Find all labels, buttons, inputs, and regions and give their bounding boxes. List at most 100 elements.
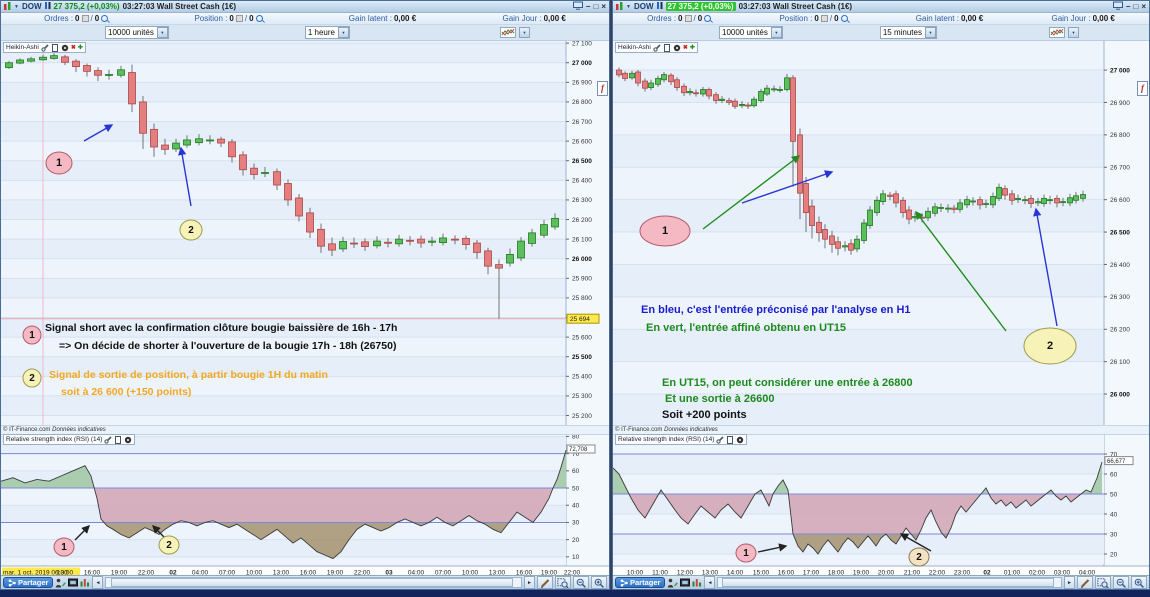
close-button[interactable]: × bbox=[601, 1, 606, 11]
copy-icon[interactable] bbox=[663, 43, 671, 52]
timeframe-select[interactable]: 1 heure ▼ bbox=[304, 26, 350, 39]
chart-window-ut15: ▼ DOW 27 375,2 (+0,03%) 03:27:03 Wall St… bbox=[612, 0, 1150, 590]
wrench-icon[interactable] bbox=[104, 435, 113, 444]
stream-toggle-icon[interactable] bbox=[44, 2, 51, 11]
annotation-ellipse bbox=[53, 537, 75, 557]
share-button[interactable]: Partager bbox=[3, 577, 54, 588]
window-title-bar[interactable]: ▼ DOW 27 375,2 (+0,03%) 03:27:03 Wall St… bbox=[1, 1, 609, 13]
rsi-tick-label: 70 bbox=[572, 451, 580, 458]
orders-list-icon[interactable] bbox=[684, 15, 692, 22]
scroll-left-button[interactable]: ◄ bbox=[92, 576, 104, 589]
calendar-f-icon[interactable]: f bbox=[597, 81, 608, 96]
candle bbox=[128, 72, 136, 105]
rsi-label-chip[interactable]: Relative strength index (RSI) (14) bbox=[3, 434, 136, 445]
scroll-left-button[interactable]: ◄ bbox=[704, 576, 716, 589]
share-button[interactable]: Partager bbox=[615, 577, 666, 588]
price-tick-label: 26 400 bbox=[572, 178, 592, 185]
rsi-label-chip[interactable]: Relative strength index (RSI) (14) bbox=[615, 434, 748, 445]
chart-edit-icon[interactable] bbox=[537, 576, 553, 589]
copy-icon[interactable] bbox=[114, 435, 122, 444]
maximize-button[interactable]: □ bbox=[1133, 1, 1139, 11]
dropdown-arrow-icon[interactable]: ▼ bbox=[924, 27, 936, 38]
gear-icon[interactable] bbox=[61, 44, 69, 52]
bars-icon[interactable] bbox=[80, 578, 90, 587]
gear-icon[interactable] bbox=[673, 44, 681, 52]
zoom-out-button[interactable] bbox=[573, 576, 589, 589]
bars-icon[interactable] bbox=[692, 578, 702, 587]
trader-icon[interactable] bbox=[55, 578, 66, 588]
scrollbar-thumb[interactable] bbox=[721, 578, 1055, 587]
chart-edit-icon[interactable] bbox=[1077, 576, 1093, 589]
dropdown-arrow-icon[interactable]: ▼ bbox=[156, 27, 168, 38]
annotation-note: Et une sortie à 26600 bbox=[665, 393, 774, 405]
search-icon[interactable] bbox=[101, 15, 109, 22]
add-indicator-icon[interactable]: ✚ bbox=[77, 45, 83, 51]
minimize-button[interactable]: – bbox=[1126, 1, 1131, 11]
price-axis[interactable] bbox=[1104, 41, 1149, 566]
calendar-f-icon[interactable]: f bbox=[1137, 81, 1148, 96]
window-title-bar[interactable]: ▼ DOW 27 375,2 (+0,03%) 03:27:03 Wall St… bbox=[613, 1, 1149, 13]
chart-plot-area[interactable] bbox=[613, 41, 1104, 426]
scroll-right-button[interactable]: ► bbox=[1064, 576, 1075, 589]
chart-band bbox=[613, 199, 1104, 233]
rsi-current-label: 72,708 bbox=[569, 447, 588, 453]
dropdown-arrow-icon[interactable]: ▼ bbox=[337, 27, 349, 38]
copy-icon[interactable] bbox=[51, 43, 59, 52]
symbol-dropdown-icon[interactable]: ▼ bbox=[626, 3, 631, 10]
symbol-dropdown-icon[interactable]: ▼ bbox=[14, 3, 19, 10]
zoom-in-button[interactable] bbox=[591, 576, 607, 589]
scroll-right-button[interactable]: ► bbox=[524, 576, 535, 589]
position-list-icon[interactable] bbox=[820, 15, 828, 22]
maximize-button[interactable]: □ bbox=[593, 1, 599, 11]
horizontal-scrollbar[interactable] bbox=[717, 577, 1062, 588]
rsi-plot-area[interactable] bbox=[1, 433, 566, 565]
minimize-button[interactable]: – bbox=[586, 1, 591, 11]
detach-window-icon[interactable] bbox=[573, 1, 584, 13]
search-icon[interactable] bbox=[840, 15, 848, 22]
dropdown-arrow-icon[interactable]: ▼ bbox=[770, 27, 782, 38]
wrench-icon[interactable] bbox=[653, 43, 661, 52]
price-axis[interactable] bbox=[566, 41, 609, 566]
indicator-label-chip[interactable]: Heikin-Ashi ✖ ✚ bbox=[615, 42, 698, 53]
zoom-in-button[interactable] bbox=[1131, 576, 1147, 589]
dropdown-arrow-icon[interactable]: ▼ bbox=[518, 27, 530, 38]
remove-indicator-icon[interactable]: ✖ bbox=[682, 45, 688, 51]
indicator-label-chip[interactable]: Heikin-Ashi ✖ ✚ bbox=[3, 42, 86, 53]
candle bbox=[27, 58, 35, 62]
chart-band bbox=[613, 264, 1104, 297]
scrollbar-thumb[interactable] bbox=[110, 578, 513, 587]
search-icon[interactable] bbox=[255, 15, 263, 22]
add-indicator-icon[interactable]: ✚ bbox=[689, 45, 695, 51]
annotation-arrow bbox=[757, 543, 788, 553]
chart-type-button[interactable]: ▼ bbox=[499, 27, 530, 38]
rsi-band bbox=[613, 494, 1104, 514]
trader-icon[interactable] bbox=[667, 578, 678, 588]
quantity-select[interactable]: 10000 unités ▼ bbox=[105, 26, 169, 39]
zoom-selection-icon[interactable] bbox=[1095, 576, 1111, 589]
chart-type-button[interactable]: ▼ bbox=[1048, 27, 1079, 38]
wrench-icon[interactable] bbox=[41, 43, 49, 52]
remove-indicator-icon[interactable]: ✖ bbox=[70, 45, 76, 51]
detach-window-icon[interactable] bbox=[1113, 1, 1124, 13]
zoom-selection-icon[interactable] bbox=[555, 576, 571, 589]
horizontal-scrollbar[interactable] bbox=[105, 577, 522, 588]
copy-icon[interactable] bbox=[726, 435, 734, 444]
gear-icon[interactable] bbox=[124, 436, 132, 444]
dropdown-arrow-icon[interactable]: ▼ bbox=[1067, 27, 1079, 38]
search-icon[interactable] bbox=[704, 15, 712, 22]
orders-list-icon[interactable] bbox=[81, 15, 89, 22]
timeframe-select[interactable]: 15 minutes ▼ bbox=[879, 26, 937, 39]
stream-toggle-icon[interactable] bbox=[656, 2, 663, 11]
snapshot-icon[interactable] bbox=[680, 578, 691, 587]
wrench-icon[interactable] bbox=[716, 435, 725, 444]
candle bbox=[451, 238, 459, 241]
close-button[interactable]: × bbox=[1141, 1, 1146, 11]
candle bbox=[61, 56, 69, 63]
rsi-plot-area[interactable] bbox=[613, 434, 1104, 564]
quantity-select[interactable]: 10000 unités ▼ bbox=[719, 26, 783, 39]
position-list-icon[interactable] bbox=[235, 15, 243, 22]
snapshot-icon[interactable] bbox=[68, 578, 79, 587]
gear-icon[interactable] bbox=[736, 436, 744, 444]
chart-plot-area[interactable] bbox=[1, 41, 566, 426]
zoom-out-button[interactable] bbox=[1113, 576, 1129, 589]
